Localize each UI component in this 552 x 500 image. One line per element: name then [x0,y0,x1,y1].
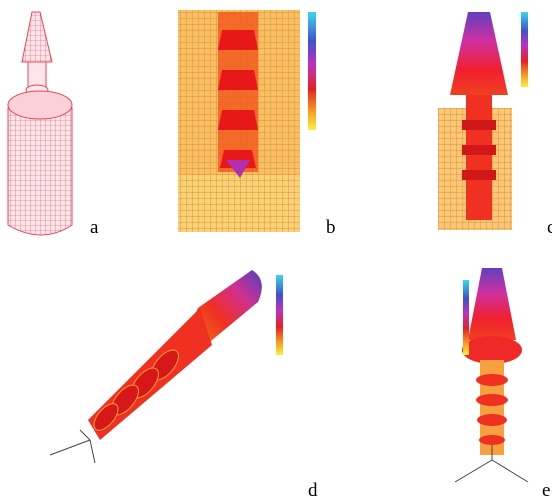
panel-a-model [8,12,72,235]
panel-label: e [542,480,550,500]
panel-label: a [90,217,99,238]
panel-label: d [308,480,318,500]
panel-label: c [547,217,552,238]
panel-d-model [50,270,283,463]
panel-e-model [455,268,528,482]
panel-b-model [178,10,316,232]
figure: a b c d e [0,0,552,500]
panel-label: b [326,217,336,238]
panel-c-model [438,12,528,230]
